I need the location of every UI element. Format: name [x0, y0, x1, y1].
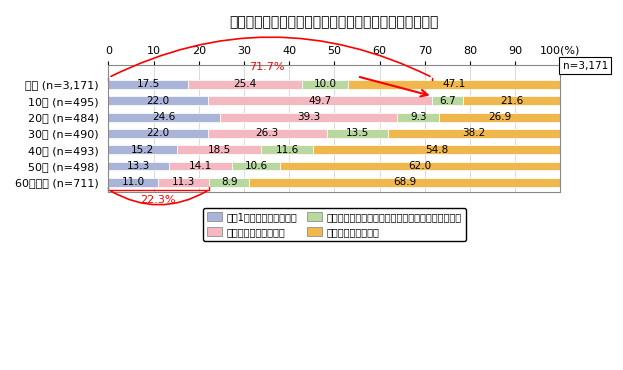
Text: 22.0: 22.0 — [146, 96, 169, 106]
Bar — [177, 145, 261, 154]
Text: 39.3: 39.3 — [297, 112, 320, 122]
Title: 若年層ほど現在の利用率が高く、複数利用の割合も高い: 若年層ほど現在の利用率が高く、複数利用の割合も高い — [230, 15, 439, 29]
Text: n=3,171: n=3,171 — [563, 61, 608, 71]
Bar — [232, 162, 280, 171]
Bar — [280, 162, 560, 171]
Bar — [208, 129, 326, 138]
Text: 68.9: 68.9 — [394, 177, 417, 187]
Text: 38.2: 38.2 — [462, 128, 486, 138]
Text: 14.1: 14.1 — [189, 161, 212, 171]
Text: 6.7: 6.7 — [439, 96, 456, 106]
Bar — [169, 162, 232, 171]
Bar — [108, 129, 208, 138]
Bar — [108, 178, 158, 187]
Bar — [249, 178, 561, 187]
Text: 26.3: 26.3 — [255, 128, 279, 138]
Bar — [326, 129, 388, 138]
Text: 26.9: 26.9 — [488, 112, 511, 122]
Text: 11.0: 11.0 — [121, 177, 145, 187]
Bar — [261, 145, 313, 154]
Bar — [388, 129, 560, 138]
Bar — [432, 96, 463, 105]
Text: 25.4: 25.4 — [233, 80, 257, 90]
Bar — [108, 80, 188, 89]
Bar — [397, 112, 439, 122]
Bar — [220, 112, 397, 122]
Bar — [209, 178, 249, 187]
Text: 13.5: 13.5 — [346, 128, 369, 138]
Text: 62.0: 62.0 — [409, 161, 432, 171]
Text: 22.0: 22.0 — [146, 128, 169, 138]
Bar — [108, 96, 208, 105]
Bar — [348, 80, 560, 89]
Bar — [439, 112, 561, 122]
Bar — [463, 96, 560, 105]
Bar — [208, 96, 432, 105]
Bar — [313, 145, 561, 154]
Bar — [108, 145, 177, 154]
Text: 15.2: 15.2 — [131, 145, 155, 155]
Text: 54.8: 54.8 — [426, 145, 449, 155]
Bar — [302, 80, 348, 89]
Text: 47.1: 47.1 — [442, 80, 465, 90]
Text: 8.9: 8.9 — [221, 177, 237, 187]
Text: 10.0: 10.0 — [313, 80, 336, 90]
Bar — [108, 112, 220, 122]
Text: 21.6: 21.6 — [500, 96, 523, 106]
Text: 49.7: 49.7 — [308, 96, 332, 106]
Text: 18.5: 18.5 — [207, 145, 231, 155]
Text: 71.7%: 71.7% — [249, 62, 284, 72]
Bar — [188, 80, 302, 89]
Text: 11.3: 11.3 — [172, 177, 196, 187]
Legend: 現在1つだけ利用している, 現在複数利用している, 過去に利用したことがあるが現在は利用していない, 利用したことがない: 現在1つだけ利用している, 現在複数利用している, 過去に利用したことがあるが現… — [203, 208, 465, 240]
Text: 11.6: 11.6 — [275, 145, 298, 155]
Text: 24.6: 24.6 — [153, 112, 176, 122]
Bar — [108, 162, 169, 171]
Text: 17.5: 17.5 — [136, 80, 159, 90]
Text: 13.3: 13.3 — [127, 161, 150, 171]
Bar — [158, 178, 209, 187]
Text: 9.3: 9.3 — [410, 112, 427, 122]
Text: 22.3%: 22.3% — [140, 195, 176, 205]
Text: 10.6: 10.6 — [245, 161, 268, 171]
